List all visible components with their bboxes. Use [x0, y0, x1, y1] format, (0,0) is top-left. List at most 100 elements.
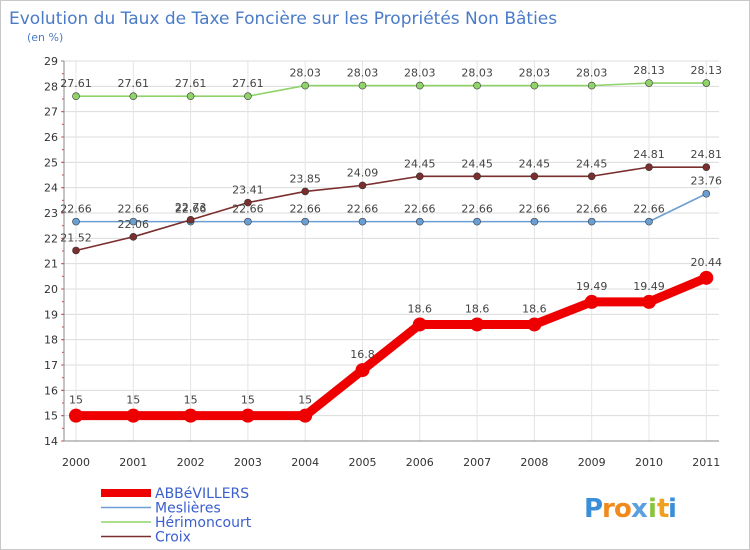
data-point: [126, 408, 141, 423]
data-label: 22.66: [633, 203, 665, 216]
data-point: [642, 294, 656, 309]
data-label: 22.66: [576, 203, 608, 216]
data-point: [473, 81, 481, 90]
legend-label: Hérimoncourt: [155, 515, 252, 531]
data-point: [244, 217, 252, 226]
data-point: [699, 270, 714, 285]
data-point: [358, 81, 367, 90]
data-label: 20.44: [691, 256, 723, 269]
legend-label: ABBéVILLERS: [155, 486, 249, 502]
x-tick-label: 2008: [520, 456, 548, 469]
data-point: [129, 217, 138, 226]
data-point: [530, 217, 539, 226]
data-point: [702, 163, 711, 171]
data-point: [186, 216, 195, 224]
data-label: 28.13: [691, 64, 723, 77]
x-tick-label: 2005: [349, 456, 377, 469]
y-tick-label: 27: [44, 106, 58, 119]
x-tick-label: 2010: [635, 456, 663, 469]
y-tick-label: 18: [44, 334, 58, 347]
data-label: 15: [184, 394, 198, 407]
data-point: [645, 217, 653, 226]
proxiti-logo: Pr o x i ti: [584, 494, 677, 524]
y-tick-label: 26: [44, 131, 58, 144]
data-point: [301, 217, 310, 226]
axes: 14 15 16 17 18 19 20 21 22 23 24 25 26 27 28 29 2000 2001…: [44, 55, 720, 469]
y-tick-label: 29: [44, 55, 58, 68]
y-tick-label: 15: [44, 410, 58, 423]
data-point: [244, 92, 252, 101]
data-label: 24.45: [461, 157, 493, 170]
data-label: 22.66: [175, 203, 207, 216]
data-label: 15: [69, 394, 83, 407]
logo-letter: x: [631, 494, 648, 524]
data-label: 23.85: [289, 172, 321, 185]
data-label: 22.66: [347, 203, 379, 216]
data-label: 19.49: [633, 280, 665, 293]
data-point: [72, 217, 80, 226]
data-point: [527, 317, 542, 332]
series-line-Meslières: [76, 193, 707, 223]
data-point: [702, 189, 711, 198]
x-tick-label: 2006: [406, 456, 434, 469]
data-label: 15: [298, 394, 312, 407]
series-line-Hérimoncourt: [76, 82, 707, 98]
data-label: 27.61: [232, 77, 264, 90]
data-point: [415, 81, 424, 90]
data-label: 18.6: [465, 302, 490, 315]
data-point: [645, 163, 653, 171]
data-point: [69, 408, 83, 423]
data-label: 24.81: [691, 148, 723, 161]
y-tick-label: 19: [44, 308, 58, 321]
data-labels: 27.61 27.61 27.61 27.61 28.03 28.03 28.03 28.03…: [60, 64, 722, 407]
y-tick-label: 28: [44, 80, 58, 93]
x-tick-label: 2002: [177, 456, 205, 469]
x-tick-label: 2004: [291, 456, 319, 469]
data-label: 22.66: [289, 203, 321, 216]
data-label: 18.6: [522, 302, 547, 315]
data-point: [587, 81, 596, 90]
data-label: 28.03: [347, 67, 379, 80]
logo-letter: i: [668, 494, 677, 524]
data-point: [584, 294, 599, 309]
y-tick-label: 20: [44, 283, 58, 296]
data-point: [72, 92, 80, 101]
data-label: 28.13: [633, 64, 665, 77]
data-label: 22.66: [118, 203, 150, 216]
data-label: 21.52: [60, 231, 92, 244]
chart-title: Evolution du Taux de Taxe Foncière sur l…: [9, 9, 557, 29]
x-tick-label: 2003: [234, 456, 262, 469]
data-point: [72, 246, 80, 255]
data-point: [645, 79, 653, 87]
logo-letter: o: [614, 494, 632, 524]
grid: [64, 60, 719, 442]
data-point: [358, 181, 367, 190]
logo-letter: P: [584, 494, 603, 524]
y-tick-label: 16: [44, 384, 58, 397]
x-tick-label: 2011: [692, 456, 720, 469]
x-tick-label: 2009: [578, 456, 606, 469]
data-point: [358, 217, 367, 226]
data-label: 24.09: [347, 166, 379, 179]
data-label: 24.81: [633, 148, 665, 161]
y-tick-label: 14: [44, 435, 58, 448]
y-tick-label: 17: [44, 359, 58, 372]
y-tick-label: 21: [44, 258, 58, 271]
logo-letter: r: [602, 494, 615, 524]
data-label: 24.45: [519, 157, 551, 170]
data-point: [412, 317, 427, 332]
data-label: 24.45: [576, 157, 608, 170]
data-point: [183, 408, 198, 423]
data-label: 15: [126, 394, 140, 407]
data-point: [415, 172, 424, 181]
data-label: 23.76: [691, 175, 723, 188]
data-point: [587, 172, 596, 181]
y-tick-label: 23: [44, 207, 58, 220]
series: [69, 79, 714, 423]
data-point: [530, 81, 539, 90]
data-label: 27.61: [118, 77, 150, 90]
data-point: [129, 233, 138, 241]
data-point: [470, 317, 485, 332]
